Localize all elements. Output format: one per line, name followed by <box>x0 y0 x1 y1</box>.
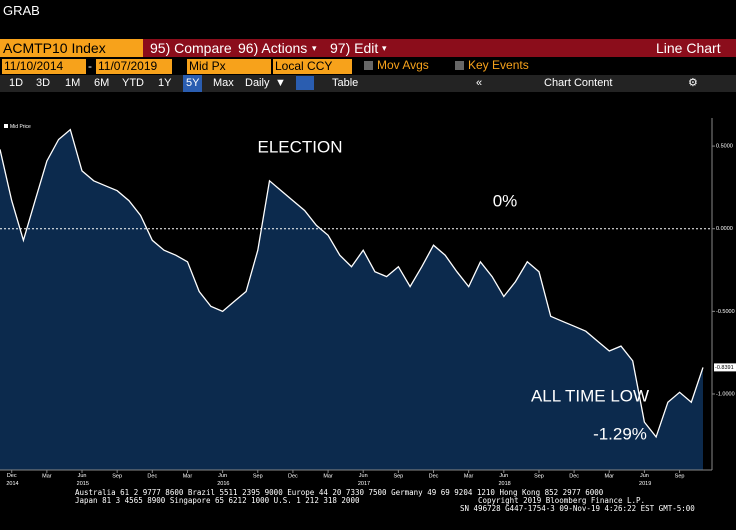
end-date[interactable]: 11/07/2019 <box>96 59 172 74</box>
line <box>0 128 704 439</box>
legend-label: Mid Price <box>10 124 31 130</box>
checkbox-label: Key Events <box>468 58 529 72</box>
menu-item[interactable]: 97) Edit <box>330 40 379 56</box>
footer: Japan 81 3 4565 8900 Singapore 65 6212 1… <box>75 496 360 505</box>
security-field[interactable]: ACMTP10 Index <box>0 39 143 57</box>
period-tab[interactable]: 1M <box>65 77 81 89</box>
x-tick-label: Sep <box>112 473 122 479</box>
y-tick-label: 0.0000 <box>716 226 733 232</box>
period-tab[interactable]: 1D <box>9 77 24 89</box>
x-tick-label: Jun 2016 <box>216 473 230 487</box>
currency-field[interactable]: Local CCY <box>273 59 352 74</box>
x-tick-label: Dec <box>288 473 298 479</box>
legend-swatch <box>4 124 8 128</box>
period-tab[interactable]: Max <box>213 77 234 89</box>
frequency[interactable]: Daily <box>245 77 270 89</box>
x-tick-label: Mar <box>183 473 193 479</box>
checkbox[interactable] <box>364 61 373 70</box>
annotation: ELECTION <box>257 137 342 156</box>
y-tick-label: -0.5000 <box>716 309 735 315</box>
chart-content[interactable]: Chart Content <box>544 77 613 89</box>
period-tab[interactable]: 6M <box>94 77 110 89</box>
footer: Copyright 2019 Bloomberg Finance L.P. <box>478 496 646 505</box>
menu-item[interactable]: 95) Compare <box>150 40 232 56</box>
view-label: Line Chart <box>656 40 721 56</box>
x-tick-label: Mar <box>464 473 474 479</box>
x-tick-label: Dec 2014 <box>5 473 19 487</box>
checkbox-label: Mov Avgs <box>377 58 429 72</box>
value-label: -0.8391 <box>715 365 734 371</box>
price-field[interactable]: Mid Px <box>187 59 271 74</box>
x-tick-label: Jun 2015 <box>75 473 89 487</box>
x-tick-label: Sep <box>534 473 544 479</box>
menu-item[interactable]: 96) Actions <box>238 40 308 56</box>
x-tick-label: Dec <box>147 473 157 479</box>
x-tick-label: Sep <box>393 473 403 479</box>
chart-type-button[interactable] <box>296 76 314 90</box>
y-tick-label: 0.5000 <box>716 144 733 150</box>
x-tick-label: Dec <box>429 473 439 479</box>
period-tab[interactable]: YTD <box>122 77 144 89</box>
footer: Australia 61 2 9777 8600 Brazil 5511 239… <box>75 488 604 497</box>
menu-bar <box>0 39 736 57</box>
x-tick-label: Mar <box>605 473 615 479</box>
period-tab[interactable]: 3D <box>36 77 51 89</box>
header: GRAB <box>3 3 40 18</box>
footer: SN 496728 G447-1754-3 09-Nov-19 4:26:22 … <box>460 504 695 513</box>
checkbox[interactable] <box>455 61 464 70</box>
area <box>0 129 703 470</box>
x-tick-label: Sep <box>253 473 263 479</box>
x-tick-label: Jun 2019 <box>638 473 652 487</box>
x-tick-label: Dec <box>569 473 579 479</box>
value-label-box <box>714 363 736 372</box>
x-tick-label: Mar <box>42 473 52 479</box>
x-tick-label: Sep <box>675 473 685 479</box>
period-tab[interactable]: 1Y <box>158 77 172 89</box>
y-tick-label: -1.0000 <box>716 391 735 397</box>
period-tab[interactable]: 5Y <box>183 75 203 92</box>
x-tick-label: Jun 2018 <box>497 473 511 487</box>
annotation: ALL TIME LOW <box>531 386 649 405</box>
start-date[interactable]: 11/10/2014 <box>2 59 86 74</box>
x-tick-label: Jun 2017 <box>356 473 370 487</box>
annotation: 0% <box>493 191 518 210</box>
annotation: -1.29% <box>593 424 647 443</box>
x-tick-label: Mar <box>323 473 333 479</box>
table-button[interactable]: Table <box>332 77 359 89</box>
